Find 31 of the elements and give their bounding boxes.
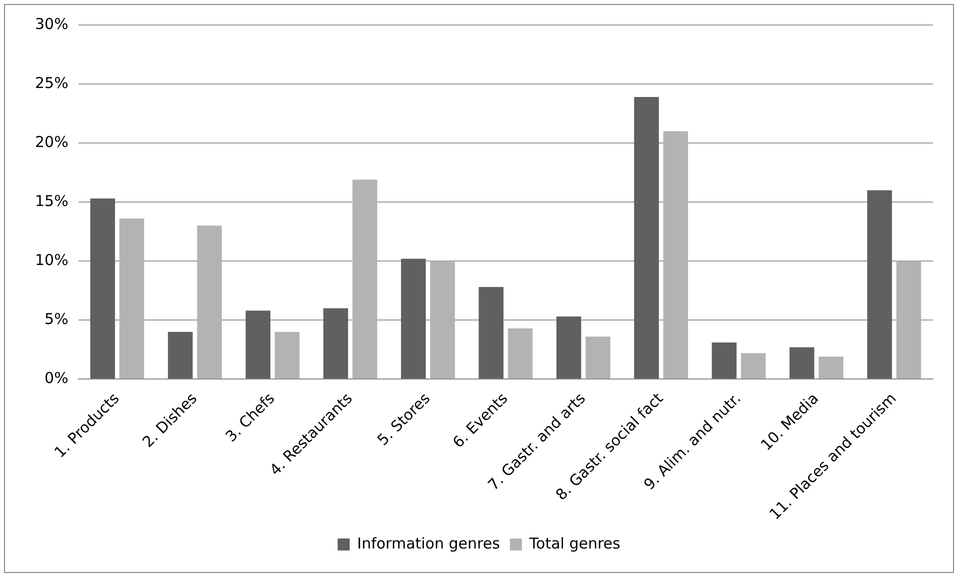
bar: [508, 328, 533, 379]
y-tick-label: 25%: [34, 74, 68, 92]
y-tick-label: 30%: [34, 14, 68, 33]
bar: [168, 332, 193, 379]
bar: [352, 180, 378, 379]
bar: [323, 308, 348, 379]
y-tick-label: 0%: [44, 368, 68, 387]
bar: [119, 218, 144, 379]
bar: [867, 190, 892, 379]
legend-label: Total genres: [528, 534, 621, 552]
bar: [740, 353, 766, 379]
bar: [197, 226, 222, 379]
bar: [246, 310, 270, 379]
bar: [90, 198, 116, 379]
bar: [274, 332, 300, 379]
bar: [401, 258, 426, 379]
y-tick-label: 15%: [34, 192, 68, 210]
bar: [586, 336, 610, 379]
bar: [430, 261, 455, 379]
legend-label: Information genres: [357, 534, 500, 552]
bar: [634, 96, 659, 379]
y-tick-label: 5%: [44, 310, 68, 328]
bar: [712, 342, 737, 379]
bar: [478, 287, 504, 379]
bar: [556, 316, 582, 379]
bar: [896, 261, 922, 379]
y-tick-label: 10%: [34, 250, 68, 269]
bar: [818, 356, 844, 379]
bar: [663, 131, 688, 379]
bar: [790, 347, 814, 379]
y-tick-label: 20%: [34, 132, 68, 151]
